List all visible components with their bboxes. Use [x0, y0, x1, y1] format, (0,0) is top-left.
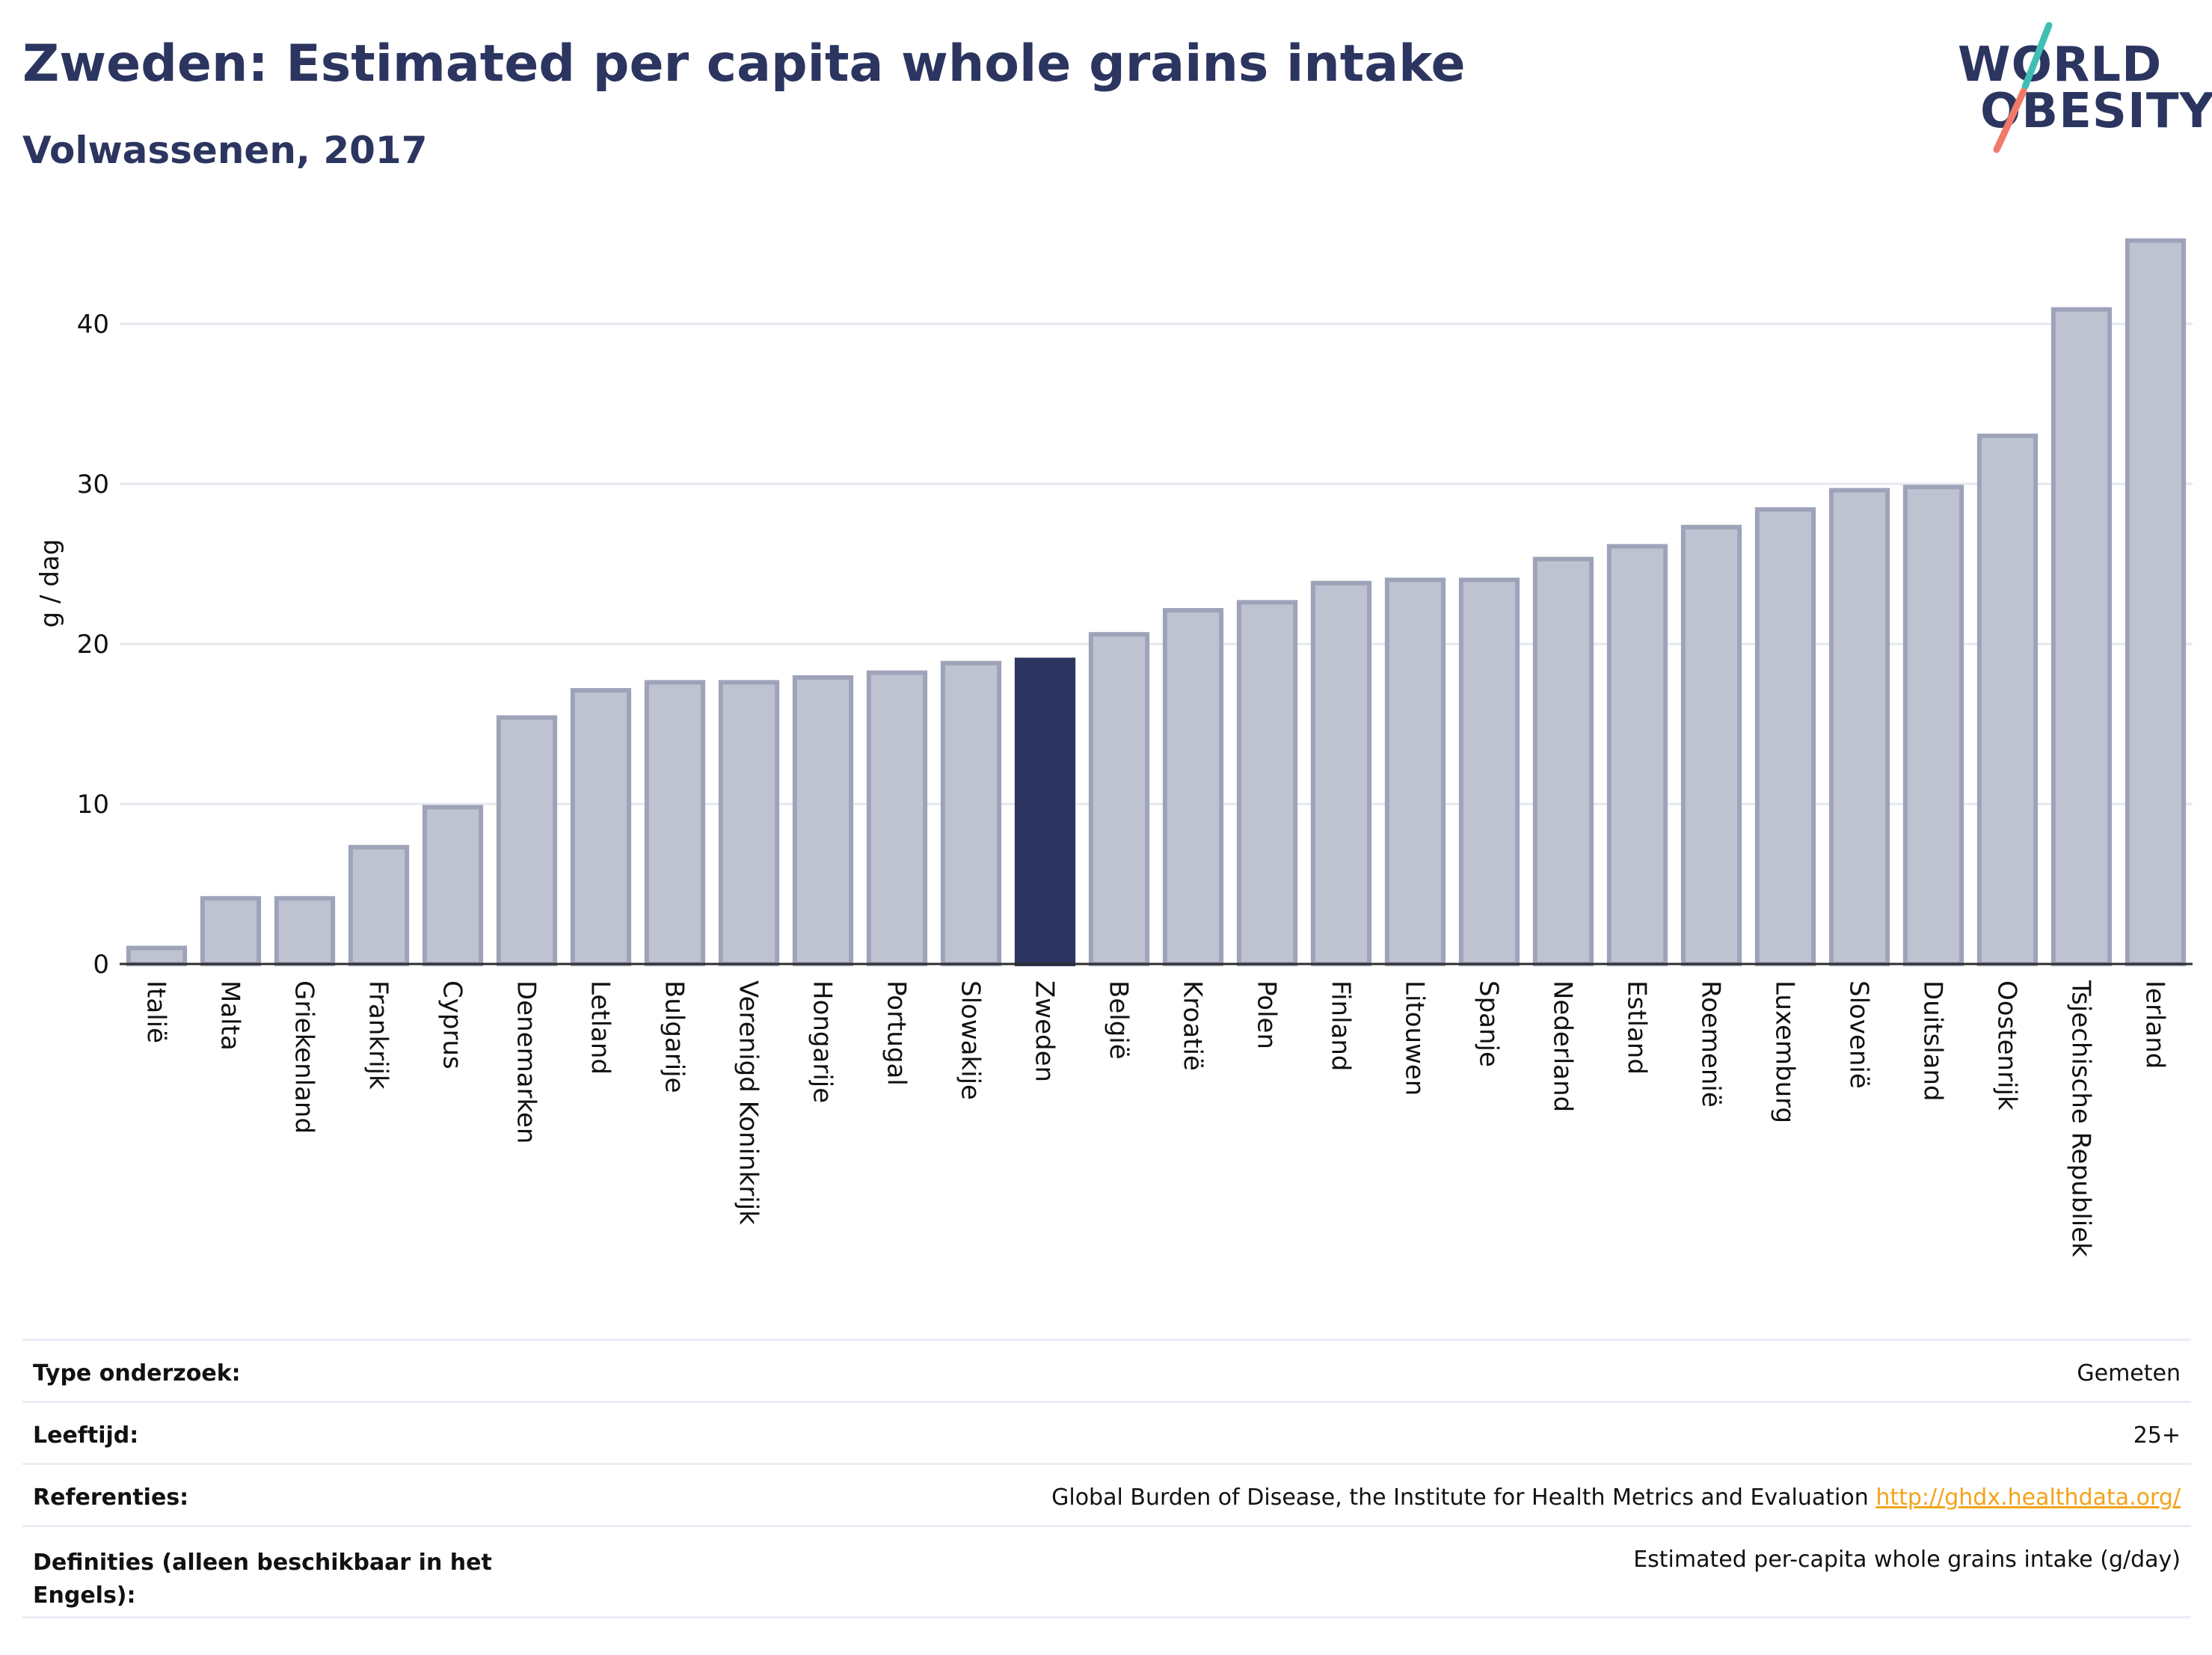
x-tick-label: Zweden	[1030, 980, 1060, 1082]
info-label: Leeftijd:	[33, 1422, 139, 1449]
bar-bulgarije[interactable]	[644, 680, 706, 966]
info-label: Definities (alleen beschikbaar in het En…	[33, 1550, 492, 1609]
x-tick-label: Letland	[586, 980, 615, 1075]
x-tick-label: Estland	[1622, 980, 1652, 1075]
info-row-survey-type: Type onderzoek: Gemeten	[22, 1339, 2191, 1401]
x-tick-label: Cyprus	[437, 980, 467, 1069]
bar-estland[interactable]	[1606, 544, 1668, 966]
chart-title: Zweden: Estimated per capita whole grain…	[22, 34, 1466, 93]
x-tick-label: Ierland	[2140, 980, 2170, 1069]
x-tick-label: Finland	[1326, 980, 1356, 1072]
x-tick-label: Roemenië	[1696, 980, 1726, 1108]
y-tick-label: 40	[77, 310, 109, 340]
bar-belgië[interactable]	[1088, 632, 1150, 966]
logo-word-world: WORLD	[1958, 37, 2163, 93]
bar-cyprus[interactable]	[422, 805, 484, 967]
x-tick-label: Frankrijk	[363, 980, 393, 1090]
x-tick-label: Verenigd Koninkrijk	[734, 980, 764, 1225]
chart-subtitle: Volwassenen, 2017	[22, 129, 428, 172]
bar-duitsland[interactable]	[1902, 485, 1964, 966]
info-label: Referenties:	[33, 1484, 189, 1511]
x-tick-label: Slovenië	[1844, 980, 1874, 1089]
y-tick-label: 0	[93, 950, 109, 980]
bar-frankrijk[interactable]	[348, 844, 410, 967]
bar-slowakije[interactable]	[940, 660, 1002, 966]
bar-malta[interactable]	[200, 896, 262, 967]
bar-finland[interactable]	[1310, 580, 1372, 966]
bar-oostenrijk[interactable]	[1976, 433, 2039, 966]
bar-slovenië[interactable]	[1828, 488, 1890, 966]
info-value: Estimated per-capita whole grains intake…	[1633, 1547, 2181, 1573]
bars	[126, 238, 2187, 967]
x-tick-label: Slowakije	[956, 980, 986, 1100]
x-tick-label: Portugal	[882, 980, 912, 1086]
bar-zweden[interactable]	[1014, 657, 1076, 967]
y-tick-label: 20	[77, 630, 109, 660]
info-value-group: Global Burden of Disease, the Institute …	[1051, 1484, 2181, 1511]
bar-hongarije[interactable]	[792, 675, 854, 966]
x-tick-label: Litouwen	[1400, 980, 1430, 1096]
info-row-references: Referenties: Global Burden of Disease, t…	[22, 1463, 2191, 1525]
bar-luxemburg[interactable]	[1754, 507, 1816, 966]
x-tick-label: Malta	[215, 980, 245, 1051]
x-tick-label: Griekenland	[289, 980, 319, 1134]
bar-spanje[interactable]	[1458, 577, 1520, 966]
logo-slash-icon	[1993, 22, 2053, 153]
info-value: Gemeten	[2077, 1360, 2181, 1387]
world-obesity-logo[interactable]: WORLD OBESITY	[1952, 21, 2212, 159]
bar-ierland[interactable]	[2125, 238, 2187, 967]
bar-griekenland[interactable]	[274, 896, 336, 967]
info-label: Type onderzoek:	[33, 1360, 241, 1387]
axes: 0 10 20 30 40 Italië Malta Griekenland Frankrijk…	[77, 310, 2193, 1257]
x-tick-label: België	[1104, 980, 1134, 1060]
info-row-definitions: Definities (alleen beschikbaar in het En…	[22, 1525, 2191, 1618]
x-tick-label: Hongarije	[808, 980, 838, 1103]
bar-denemarken[interactable]	[496, 715, 558, 966]
x-tick-label: Tsjechische Republiek	[2066, 980, 2096, 1257]
bar-kroatië[interactable]	[1162, 608, 1224, 966]
y-tick-label: 30	[77, 470, 109, 500]
info-value: Global Burden of Disease, the Institute …	[1051, 1484, 1869, 1511]
x-tick-label: Spanje	[1474, 980, 1504, 1067]
x-tick-label: Nederland	[1548, 980, 1578, 1112]
x-tick-label: Bulgarije	[660, 980, 689, 1093]
bar-litouwen[interactable]	[1384, 577, 1446, 966]
x-tick-label: Duitsland	[1918, 980, 1948, 1102]
y-tick-label: 10	[77, 790, 109, 820]
bar-roemenië[interactable]	[1680, 524, 1742, 966]
logo-word-obesity: OBESITY	[1980, 84, 2212, 139]
x-tick-label: Italië	[141, 980, 171, 1043]
bar-letland[interactable]	[570, 688, 632, 966]
x-tick-label: Luxemburg	[1770, 980, 1800, 1123]
info-value: 25+	[2133, 1422, 2181, 1449]
bar-polen[interactable]	[1236, 600, 1298, 966]
x-tick-label: Kroatië	[1178, 980, 1208, 1071]
x-tick-label: Polen	[1252, 980, 1282, 1049]
x-tick-label: Denemarken	[511, 980, 541, 1143]
y-axis-label: g / dag	[35, 539, 65, 628]
bar-portugal[interactable]	[866, 670, 928, 967]
bar-tsjechische-republiek[interactable]	[2050, 307, 2113, 966]
info-table: Type onderzoek: Gemeten Leeftijd: 25+ Re…	[22, 1339, 2191, 1618]
x-tick-label: Oostenrijk	[1992, 980, 2022, 1111]
reference-link[interactable]: http://ghdx.healthdata.org/	[1875, 1484, 2181, 1511]
info-row-age: Leeftijd: 25+	[22, 1401, 2191, 1463]
bar-verenigd-koninkrijk[interactable]	[718, 680, 780, 966]
bar-chart: 0 10 20 30 40 Italië Malta Griekenland Frankrijk…	[35, 238, 2193, 1257]
bar-italië[interactable]	[126, 945, 188, 966]
bar-nederland[interactable]	[1532, 556, 1594, 966]
